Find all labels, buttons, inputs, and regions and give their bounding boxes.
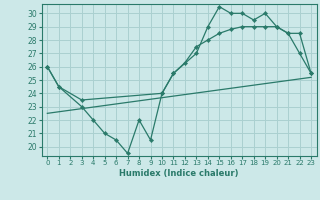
X-axis label: Humidex (Indice chaleur): Humidex (Indice chaleur) <box>119 169 239 178</box>
